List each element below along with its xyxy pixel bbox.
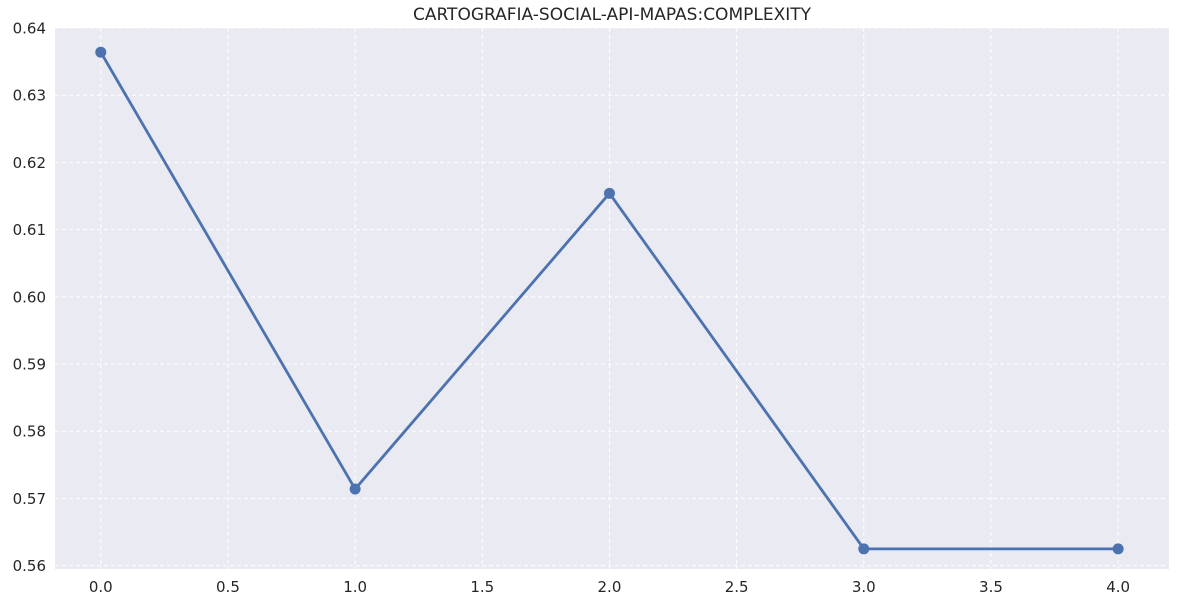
- y-tick-label: 0.56: [13, 557, 46, 575]
- y-tick-label: 0.63: [13, 87, 46, 105]
- y-tick-label: 0.64: [13, 20, 46, 38]
- x-axis: 0.0 0.5 1.0 1.5 2.0 2.5 3.0 3.5 4.0: [89, 578, 1130, 596]
- x-tick-label: 3.5: [979, 578, 1003, 596]
- plot-area: [55, 28, 1169, 569]
- data-point: [95, 46, 107, 58]
- y-tick-label: 0.58: [13, 423, 46, 441]
- grid: [55, 27, 1169, 569]
- x-tick-label: 1.0: [343, 578, 367, 596]
- y-tick-label: 0.57: [13, 490, 46, 508]
- x-tick-label: 1.5: [470, 578, 494, 596]
- x-tick-label: 4.0: [1106, 578, 1130, 596]
- x-tick-label: 0.5: [216, 578, 240, 596]
- y-tick-label: 0.62: [13, 154, 46, 172]
- x-tick-label: 0.0: [89, 578, 113, 596]
- x-tick-label: 2.5: [725, 578, 749, 596]
- data-point: [603, 187, 615, 199]
- x-tick-label: 2.0: [598, 578, 622, 596]
- y-tick-label: 0.60: [13, 288, 46, 306]
- data-point: [1112, 543, 1124, 555]
- x-tick-label: 3.0: [852, 578, 876, 596]
- y-axis: 0.56 0.57 0.58 0.59 0.60 0.61 0.62 0.63 0.64: [13, 20, 46, 576]
- data-point: [349, 483, 361, 495]
- data-point: [858, 543, 870, 555]
- data-points: [95, 46, 1124, 555]
- y-tick-label: 0.59: [13, 356, 46, 374]
- chart-title: CARTOGRAFIA-SOCIAL-API-MAPAS:COMPLEXITY: [413, 5, 812, 25]
- y-tick-label: 0.61: [13, 221, 46, 239]
